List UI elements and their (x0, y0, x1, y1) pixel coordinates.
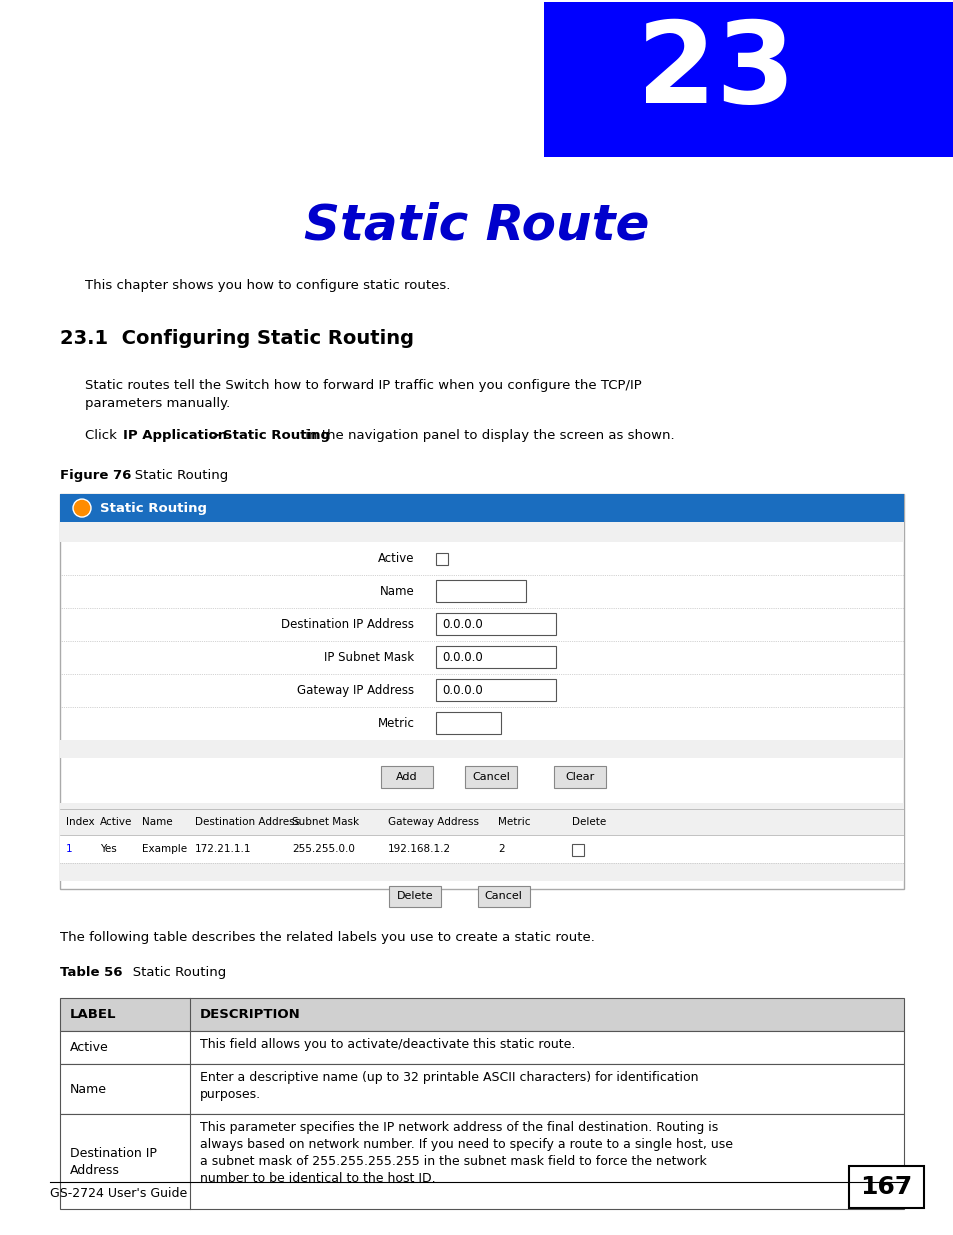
Text: Index: Index (66, 816, 94, 826)
Text: 23.1  Configuring Static Routing: 23.1 Configuring Static Routing (60, 330, 414, 348)
Text: Destination IP Address: Destination IP Address (281, 618, 414, 631)
Text: Figure 76: Figure 76 (60, 469, 132, 482)
Text: 2: 2 (497, 844, 504, 853)
Text: 192.168.1.2: 192.168.1.2 (388, 844, 451, 853)
Bar (60, 803, 903, 809)
Text: 255.255.0.0: 255.255.0.0 (292, 844, 355, 853)
Bar (60, 740, 903, 758)
Bar (60, 1114, 903, 1209)
Text: Cancel: Cancel (484, 892, 522, 902)
Bar (389, 885, 440, 908)
Bar (572, 844, 583, 856)
Bar (436, 679, 556, 701)
Text: IP Application: IP Application (123, 430, 227, 442)
Text: 1: 1 (66, 844, 72, 853)
Text: Table 56: Table 56 (60, 967, 122, 979)
Text: Static Routing: Static Routing (120, 967, 226, 979)
Text: Clear: Clear (564, 772, 594, 782)
Circle shape (73, 499, 91, 517)
Text: Active: Active (100, 816, 132, 826)
Text: This field allows you to activate/deactivate this static route.: This field allows you to activate/deacti… (200, 1039, 575, 1051)
Bar (436, 580, 526, 603)
Bar (543, 1, 953, 157)
Bar (60, 809, 903, 835)
Text: Subnet Mask: Subnet Mask (292, 816, 358, 826)
Text: 172.21.1.1: 172.21.1.1 (194, 844, 252, 853)
Bar (60, 494, 903, 888)
Bar (436, 646, 556, 668)
Bar (436, 713, 501, 735)
Text: Add: Add (395, 772, 417, 782)
Bar (380, 766, 433, 788)
Text: Cancel: Cancel (472, 772, 510, 782)
Text: Metric: Metric (377, 716, 414, 730)
Text: Active: Active (70, 1041, 109, 1055)
Bar (553, 766, 605, 788)
Text: Static routes tell the Switch how to forward IP traffic when you configure the T: Static routes tell the Switch how to for… (85, 379, 641, 410)
Text: Example: Example (142, 844, 187, 853)
Text: 0.0.0.0: 0.0.0.0 (442, 618, 482, 631)
Bar (60, 1065, 903, 1114)
Text: Yes: Yes (100, 844, 116, 853)
Text: 0.0.0.0: 0.0.0.0 (442, 684, 482, 697)
Text: Gateway Address: Gateway Address (388, 816, 478, 826)
Text: LABEL: LABEL (70, 1008, 116, 1021)
Text: GS-2724 User's Guide: GS-2724 User's Guide (50, 1187, 187, 1200)
Text: Click: Click (85, 430, 121, 442)
Text: 23: 23 (637, 16, 795, 127)
Bar (465, 766, 517, 788)
Text: Gateway IP Address: Gateway IP Address (297, 684, 414, 697)
Text: Name: Name (379, 585, 414, 598)
Text: IP Subnet Mask: IP Subnet Mask (324, 651, 414, 664)
Bar (477, 885, 529, 908)
Text: This parameter specifies the IP network address of the final destination. Routin: This parameter specifies the IP network … (200, 1121, 732, 1186)
Bar (60, 998, 903, 1031)
Text: Static Routing: Static Routing (122, 469, 228, 482)
Text: Metric: Metric (497, 816, 530, 826)
Bar (436, 553, 448, 566)
Text: This chapter shows you how to configure static routes.: This chapter shows you how to configure … (85, 279, 450, 293)
Text: The following table describes the related labels you use to create a static rout: The following table describes the relate… (60, 931, 595, 945)
Bar (60, 1031, 903, 1065)
Text: DESCRIPTION: DESCRIPTION (200, 1008, 300, 1021)
Text: >: > (205, 430, 224, 442)
Text: Destination Address: Destination Address (194, 816, 300, 826)
Bar (60, 494, 903, 522)
Text: Delete: Delete (396, 892, 433, 902)
Text: 0.0.0.0: 0.0.0.0 (442, 651, 482, 664)
Text: Name: Name (142, 816, 172, 826)
Text: Static Route: Static Route (304, 201, 649, 249)
Text: Delete: Delete (572, 816, 605, 826)
Bar (60, 835, 903, 862)
Text: Enter a descriptive name (up to 32 printable ASCII characters) for identificatio: Enter a descriptive name (up to 32 print… (200, 1071, 698, 1102)
Text: Static Routing: Static Routing (100, 501, 207, 515)
Text: in the navigation panel to display the screen as shown.: in the navigation panel to display the s… (301, 430, 674, 442)
Bar (848, 1166, 923, 1208)
Text: 167: 167 (860, 1174, 912, 1199)
Text: Static Routing: Static Routing (223, 430, 330, 442)
Text: Destination IP
Address: Destination IP Address (70, 1146, 156, 1177)
Bar (436, 614, 556, 635)
Bar (60, 522, 903, 542)
Text: Name: Name (70, 1083, 107, 1095)
Bar (60, 862, 903, 881)
Text: Active: Active (377, 552, 414, 564)
